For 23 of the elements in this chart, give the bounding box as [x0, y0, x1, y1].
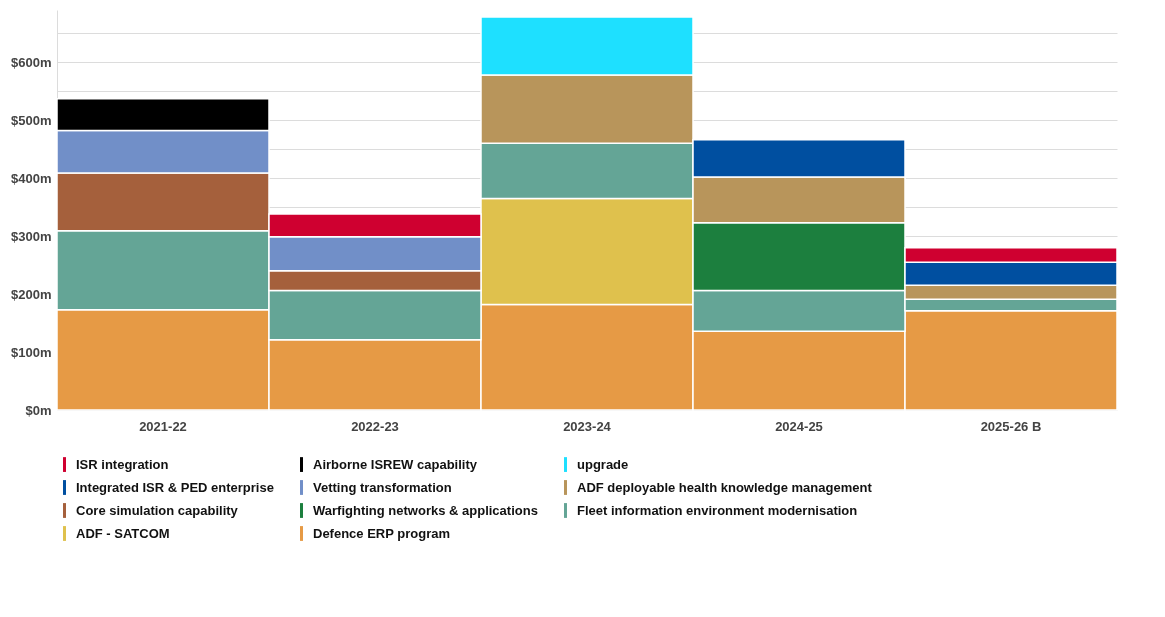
- y-tick-label: $400m: [11, 170, 52, 186]
- legend-label: Core simulation capability: [76, 502, 239, 518]
- legend-label: ADF - SATCOM: [76, 525, 170, 541]
- legend-label: ADF deployable health knowledge management: [577, 479, 873, 495]
- y-tick-label: $200m: [11, 286, 52, 302]
- legend-label: Vetting transformation: [313, 479, 452, 495]
- legend-label: upgrade: [577, 456, 629, 472]
- legend-label: Fleet information environment modernisation: [577, 502, 858, 518]
- x-tick-label: 2023-24: [563, 418, 612, 434]
- legend-label: Integrated ISR & PED enterprise: [76, 479, 274, 495]
- y-tick-label: $300m: [11, 228, 52, 244]
- legend-label: Defence ERP program: [313, 525, 451, 541]
- x-tick-label: 2025-26 B: [980, 418, 1042, 434]
- x-tick-label: 2024-25: [775, 418, 823, 434]
- x-tick-label: 2022-23: [351, 418, 399, 434]
- legend-label: Warfighting networks & applications: [313, 502, 538, 518]
- y-tick-label: $500m: [11, 112, 52, 128]
- y-tick-label: $100m: [11, 344, 52, 360]
- legend-label: Airborne ISREW capability: [313, 456, 478, 472]
- y-tick-label: $0m: [25, 402, 52, 418]
- x-tick-label: 2021-22: [139, 418, 187, 434]
- y-tick-label: $600m: [11, 54, 52, 70]
- legend-label: ISR integration: [76, 456, 169, 472]
